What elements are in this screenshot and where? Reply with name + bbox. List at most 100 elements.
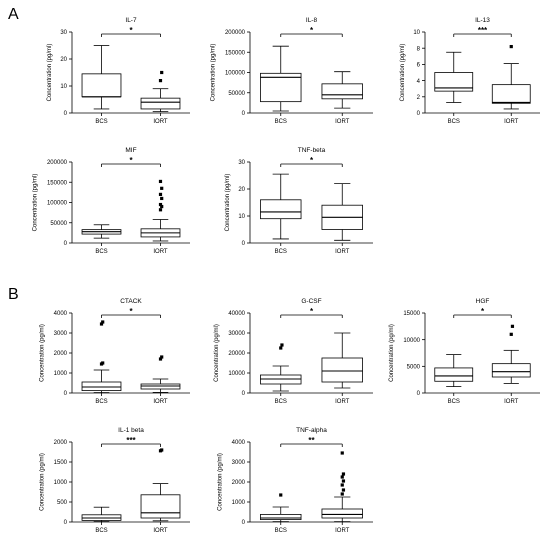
significance-label: *** bbox=[126, 436, 136, 445]
x-tick-label: BCS bbox=[275, 249, 287, 255]
y-axis-label: Concentration (pg/ml) bbox=[400, 44, 406, 102]
y-tick-label: 0 bbox=[242, 111, 246, 117]
outlier-point bbox=[158, 79, 163, 83]
outlier-point bbox=[158, 202, 163, 207]
chart-title: IL-8 bbox=[306, 17, 318, 24]
outlier-point bbox=[341, 488, 346, 492]
y-tick-label: 0 bbox=[417, 111, 421, 117]
panel-letter-b: B bbox=[8, 286, 19, 303]
y-tick-label: 1000 bbox=[54, 480, 68, 486]
y-tick-label: 0 bbox=[417, 391, 421, 397]
box-iqr bbox=[260, 199, 302, 220]
y-tick-label: 10000 bbox=[228, 371, 245, 377]
y-tick-label: 1000 bbox=[54, 371, 68, 377]
chart-title: HGF bbox=[476, 298, 490, 305]
y-tick-label: 10 bbox=[60, 84, 67, 90]
y-tick-label: 2000 bbox=[54, 440, 68, 446]
x-tick-label: IORT bbox=[335, 399, 350, 405]
y-tick-label: 0 bbox=[64, 241, 68, 247]
y-tick-label: 3000 bbox=[232, 460, 246, 466]
y-axis-label: Concentration (pg/ml) bbox=[214, 324, 220, 382]
y-tick-label: 0 bbox=[242, 520, 246, 526]
outlier-point bbox=[279, 493, 283, 497]
significance-label: * bbox=[129, 307, 133, 316]
outlier-point bbox=[160, 186, 164, 190]
x-tick-label: IORT bbox=[504, 119, 519, 125]
y-tick-label: 1500 bbox=[54, 460, 68, 466]
y-tick-label: 0 bbox=[242, 241, 246, 247]
y-axis-label: Concentration (pg/ml) bbox=[40, 453, 46, 511]
box-iqr bbox=[321, 357, 363, 383]
x-tick-label: BCS bbox=[95, 249, 107, 255]
box-iqr bbox=[140, 97, 181, 110]
x-tick-label: IORT bbox=[335, 119, 350, 125]
y-tick-label: 10 bbox=[413, 30, 420, 36]
outlier-point bbox=[160, 204, 164, 209]
y-tick-label: 4000 bbox=[232, 440, 246, 446]
outlier-point bbox=[341, 472, 346, 476]
y-tick-label: 100000 bbox=[225, 71, 246, 77]
chart-title: IL-7 bbox=[125, 17, 137, 24]
outlier-point bbox=[340, 483, 344, 487]
x-tick-label: BCS bbox=[275, 399, 287, 405]
significance-label: *** bbox=[478, 26, 488, 35]
x-tick-label: BCS bbox=[448, 399, 460, 405]
x-tick-label: IORT bbox=[504, 399, 519, 405]
outlier-point bbox=[158, 208, 163, 212]
outlier-point bbox=[340, 492, 344, 496]
outlier-point bbox=[509, 44, 513, 49]
x-tick-label: IORT bbox=[335, 249, 350, 255]
y-axis-label: Concentration (pg/ml) bbox=[47, 44, 53, 102]
outlier-point bbox=[279, 346, 283, 350]
significance-label: * bbox=[481, 307, 485, 316]
y-tick-label: 200000 bbox=[225, 30, 246, 36]
outlier-point bbox=[101, 361, 105, 365]
significance-label: * bbox=[129, 26, 133, 35]
box-iqr bbox=[491, 363, 531, 378]
y-tick-label: 30000 bbox=[228, 331, 245, 337]
y-tick-label: 0 bbox=[64, 520, 68, 526]
chart-title: CTACK bbox=[120, 298, 142, 305]
x-tick-label: BCS bbox=[95, 399, 107, 405]
y-tick-label: 20 bbox=[238, 187, 245, 193]
y-tick-label: 50000 bbox=[50, 221, 67, 227]
x-tick-label: IORT bbox=[153, 399, 168, 405]
x-tick-label: BCS bbox=[95, 119, 107, 125]
box-iqr bbox=[434, 72, 474, 92]
x-tick-label: IORT bbox=[335, 528, 350, 534]
y-tick-label: 0 bbox=[64, 111, 68, 117]
y-tick-label: 100000 bbox=[47, 201, 68, 207]
x-tick-label: BCS bbox=[275, 119, 287, 125]
y-tick-label: 5000 bbox=[407, 365, 421, 371]
outlier-point bbox=[160, 70, 164, 75]
box-iqr bbox=[491, 84, 531, 104]
y-tick-label: 150000 bbox=[47, 180, 68, 186]
box-iqr bbox=[434, 367, 474, 382]
outlier-point bbox=[101, 320, 105, 324]
x-tick-label: BCS bbox=[448, 119, 460, 125]
y-tick-label: 0 bbox=[64, 391, 68, 397]
significance-label: * bbox=[310, 156, 314, 165]
outlier-point bbox=[280, 343, 284, 347]
y-tick-label: 2 bbox=[417, 95, 421, 101]
y-tick-label: 4 bbox=[417, 79, 421, 85]
outlier-point bbox=[510, 324, 515, 328]
significance-label: ** bbox=[308, 436, 315, 445]
y-tick-label: 2000 bbox=[54, 351, 68, 357]
chart-title: IL-1 beta bbox=[118, 427, 144, 434]
y-tick-label: 10 bbox=[238, 214, 245, 220]
y-tick-label: 10000 bbox=[403, 338, 420, 344]
y-axis-label: Concentration (pg/ml) bbox=[225, 174, 231, 232]
y-tick-label: 500 bbox=[57, 500, 68, 506]
panel-letter-a: A bbox=[8, 6, 19, 23]
y-tick-label: 15000 bbox=[403, 311, 420, 317]
y-axis-label: Concentration (pg/ml) bbox=[32, 174, 38, 232]
outlier-point bbox=[99, 322, 104, 326]
y-tick-label: 200000 bbox=[47, 160, 68, 166]
outlier-point bbox=[158, 192, 163, 196]
outlier-point bbox=[340, 451, 344, 455]
outlier-point bbox=[160, 196, 164, 201]
y-tick-label: 2000 bbox=[232, 480, 246, 486]
y-tick-label: 30 bbox=[238, 160, 245, 166]
